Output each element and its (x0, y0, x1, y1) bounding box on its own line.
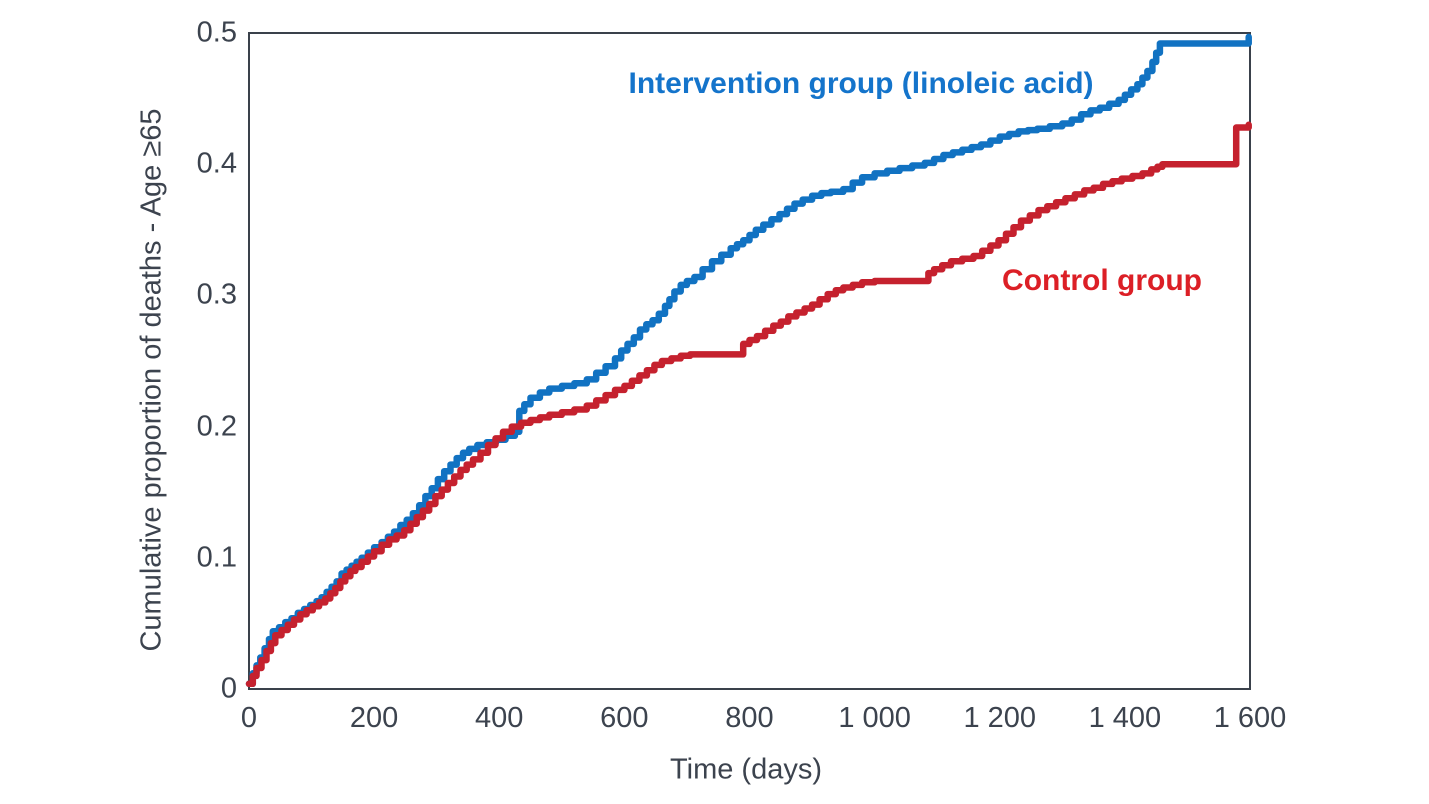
x-tick-label: 800 (725, 702, 774, 734)
x-tick-label: 1 200 (963, 702, 1037, 734)
x-tick-label: 1 400 (1088, 702, 1162, 734)
x-tick-label: 600 (600, 702, 649, 734)
intervention-curve (245, 33, 1252, 688)
intervention-series-label: Intervention group (linoleic acid) (628, 67, 1094, 100)
x-tick-label: 1 000 (838, 702, 911, 734)
control-series-label: Control group (1002, 264, 1202, 297)
x-tick-label: 0 (240, 702, 258, 734)
x-tick-label: 1 600 (1213, 702, 1287, 734)
plot-frame (248, 32, 1251, 690)
control-curve (245, 121, 1252, 688)
y-tick-label: 0.5 (196, 16, 237, 49)
y-axis-title: Cumulative proportion of deaths - Age ≥6… (135, 108, 168, 652)
x-axis-title: Time (days) (670, 753, 822, 786)
x-tick-label: 400 (475, 702, 524, 734)
x-tick-label: 200 (349, 702, 399, 734)
y-tick-label: 0.1 (196, 541, 237, 574)
y-tick-label: 0.3 (196, 278, 237, 311)
y-tick-label: 0.4 (196, 147, 237, 180)
y-tick-label: 0 (220, 672, 237, 705)
y-tick-label: 0.2 (196, 410, 237, 443)
